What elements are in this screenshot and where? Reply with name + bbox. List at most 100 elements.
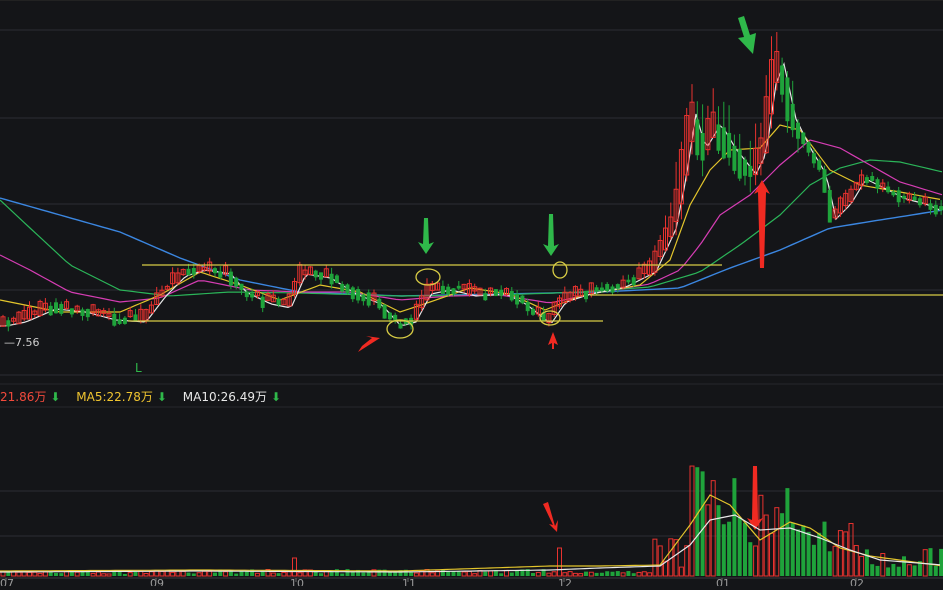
volume-bar-down [896, 566, 901, 576]
candle-body-down [85, 308, 90, 318]
candle-body-up [11, 317, 17, 322]
touch-ellipse [539, 310, 561, 326]
volume-bar-down [928, 548, 933, 576]
touch-ellipse [415, 268, 441, 286]
candle-body-up [832, 208, 838, 219]
volume-bar-up [461, 571, 467, 577]
candle-body-down [806, 141, 811, 153]
candle-body-up [106, 313, 112, 317]
volume-bar-down [743, 522, 747, 576]
x-axis-label: 09 [150, 577, 164, 586]
red-arrow-down-volume [747, 466, 763, 530]
candle-body-down [133, 314, 138, 321]
volume-bar-up [906, 564, 912, 577]
volume-bar-up [101, 573, 107, 577]
volume-bar-down [626, 571, 631, 576]
candle-body-down [446, 286, 451, 295]
volume-bar-down [801, 525, 806, 576]
candle-body-down [54, 302, 58, 314]
candle-body-down [933, 204, 938, 215]
candle-body-down [700, 133, 705, 161]
candle-body-up [254, 291, 260, 297]
candle-body-down [509, 291, 514, 301]
candle-body-up [101, 310, 107, 314]
volume-bar-up [557, 547, 562, 577]
volume-bar-down [345, 569, 350, 576]
vol-ma5-line [0, 494, 941, 572]
volume-bar-down [361, 572, 366, 576]
volume-bar-down [329, 572, 334, 576]
volume-bar-down [244, 571, 249, 576]
touch-ellipse [552, 261, 568, 279]
volume-bar-down [732, 478, 737, 576]
volume-bar-up [562, 572, 568, 577]
volume-bar-down [520, 569, 525, 576]
l-marker: L [135, 361, 142, 375]
candle-body-up [663, 227, 668, 251]
x-axis-label: 07 [0, 577, 14, 586]
volume-bar-up [678, 566, 684, 577]
candle-body-down [382, 304, 387, 319]
volume-bar-down [806, 531, 811, 576]
volume-bar-down [737, 517, 742, 576]
candle-body-down [319, 272, 323, 280]
volume-bar-up [504, 569, 509, 577]
volume-bar-up [769, 532, 774, 577]
volume-bar-down [456, 571, 461, 576]
candle-body-down [515, 293, 520, 305]
candle-body-down [451, 288, 456, 295]
candle-body-down [340, 283, 345, 292]
candle-body-up [74, 305, 80, 312]
volume-bar-down [695, 467, 700, 576]
candle-body-up [588, 282, 594, 295]
volume-bar-down [785, 488, 790, 576]
volume-bar-up [297, 572, 303, 577]
candle-body-up [641, 263, 647, 275]
volume-bar-up [11, 571, 17, 577]
volume-bar-up [567, 571, 573, 577]
candle-body-down [928, 203, 933, 210]
annotations [358, 16, 770, 532]
volume-bar-down [531, 572, 535, 576]
candle-body-up [265, 293, 271, 301]
volume-bar-down [727, 521, 732, 576]
candle-body-up [413, 303, 419, 320]
candle-body-down [366, 292, 371, 306]
candle-body-down [483, 293, 488, 301]
candle-body-down [896, 190, 901, 203]
candle-body-down [886, 186, 891, 193]
volume-bar-up [652, 538, 658, 577]
green-arrow-down [543, 214, 559, 256]
volume-bar-up [647, 572, 653, 577]
volume-bar-up [148, 571, 154, 577]
volume-bars [0, 465, 943, 577]
volume-bar-up [620, 572, 626, 577]
volume-bar-up [641, 571, 647, 577]
candle-body-down [69, 308, 74, 315]
ma-white-line [0, 61, 941, 327]
volume-bar-down [493, 570, 498, 576]
candle-body-down [218, 271, 223, 278]
volume-bar-down [133, 571, 138, 576]
candle-body-up [488, 287, 494, 295]
candle-body-down [721, 127, 726, 159]
volume-bar-down [356, 569, 361, 576]
x-axis: 07 09 10 11 12 01 02 [0, 577, 943, 590]
candle-body-up [323, 268, 329, 278]
candle-body-up [32, 310, 38, 315]
volume-bar-down [234, 573, 239, 576]
volume-bar-up [832, 545, 838, 577]
volume-bar-up [270, 572, 276, 577]
volume-bar-down [933, 565, 938, 576]
candle-body-down [59, 303, 64, 314]
candle-body-up [0, 316, 6, 327]
candle-body-up [567, 291, 573, 301]
candle-body-down [716, 124, 721, 151]
candle-body-down [493, 289, 498, 297]
candle-body-up [758, 137, 764, 164]
candle-body-up [42, 302, 48, 311]
candle-body-up [705, 118, 711, 151]
candle-body-up [292, 281, 297, 295]
candle-body-down [594, 287, 599, 292]
volume-bar-up [159, 570, 165, 577]
